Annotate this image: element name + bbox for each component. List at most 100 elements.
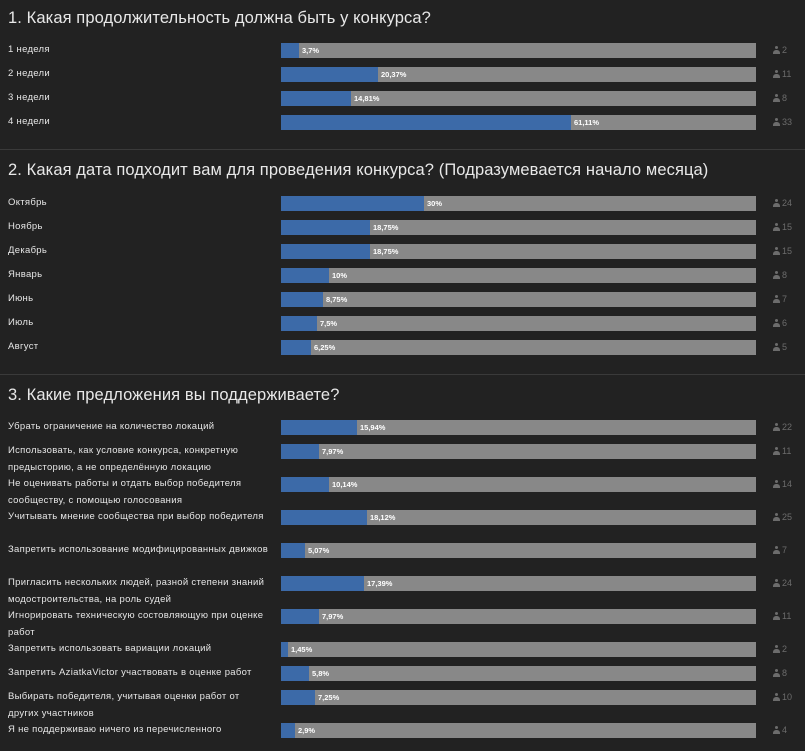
result-bar-fill [281,477,329,492]
vote-count[interactable]: 11 [773,66,791,82]
vote-count[interactable]: 22 [773,419,792,435]
option-label: Пригласить нескольких людей, разной степ… [8,577,265,605]
vote-count-value: 15 [782,246,793,256]
percent-label: 8,75% [326,295,348,304]
user-icon [773,546,780,554]
vote-count[interactable]: 2 [773,641,787,657]
percent-label: 2,9% [298,726,316,735]
result-bar-fill [281,220,370,235]
poll-question-3: 3. Какие предложения вы поддерживаете? Уб… [0,374,805,751]
percent-label: 61,11% [574,118,600,127]
result-bar: 18,12% [281,510,756,525]
result-bar-fill [281,609,319,624]
option-label: Июнь [8,293,34,304]
percent-label: 17,39% [367,579,393,588]
vote-count[interactable]: 33 [773,114,792,130]
vote-count-value: 10 [782,692,793,702]
percent-label: 3,7% [302,46,320,55]
vote-count-value: 24 [782,578,793,588]
poll-question-2: 2. Какая дата подходит вам для проведени… [0,149,805,374]
result-bar: 7,97% [281,609,756,624]
vote-count[interactable]: 11 [773,608,791,624]
user-icon [773,118,780,126]
poll-question-1: 1. Какая продолжительность должна быть у… [0,0,805,148]
question-title: 1. Какая продолжительность должна быть у… [8,9,431,27]
vote-count[interactable]: 14 [773,476,792,492]
option-label: Август [8,341,39,352]
vote-count[interactable]: 8 [773,267,787,283]
result-bar: 10% [281,268,756,283]
result-bar: 7,5% [281,316,756,331]
vote-count-value: 22 [782,422,793,432]
vote-count-value: 25 [782,512,793,522]
option-label: Ноябрь [8,221,43,232]
user-icon [773,319,780,327]
percent-label: 7,97% [322,447,344,456]
result-bar: 6,25% [281,340,756,355]
option-label: 4 недели [8,116,51,127]
option-label: 1 неделя [8,44,50,55]
option-label: Запретить использование модифицированных… [8,544,269,555]
vote-count-value: 11 [782,446,792,456]
percent-label: 5,8% [312,669,330,678]
result-bar: 7,25% [281,690,756,705]
vote-count[interactable]: 5 [773,339,787,355]
percent-label: 5,07% [308,546,330,555]
vote-count-value: 2 [782,45,788,55]
user-icon [773,295,780,303]
percent-label: 7,5% [320,319,338,328]
vote-count-value: 7 [782,545,788,555]
user-icon [773,343,780,351]
vote-count[interactable]: 8 [773,665,787,681]
vote-count[interactable]: 11 [773,443,791,459]
vote-count-value: 14 [782,479,793,489]
result-bar-fill [281,292,323,307]
vote-count-value: 11 [782,69,792,79]
result-bar-fill [281,420,357,435]
user-icon [773,513,780,521]
question-title: 2. Какая дата подходит вам для проведени… [8,161,709,179]
vote-count[interactable]: 7 [773,542,787,558]
vote-count[interactable]: 15 [773,243,792,259]
option-label: Запретить использовать вариации локаций [8,643,212,654]
vote-count[interactable]: 15 [773,219,792,235]
user-icon [773,447,780,455]
result-bar: 5,8% [281,666,756,681]
vote-count[interactable]: 8 [773,90,787,106]
vote-count[interactable]: 25 [773,509,792,525]
percent-label: 7,97% [322,612,344,621]
percent-label: 7,25% [318,693,340,702]
option-label: Убрать ограничение на количество локаций [8,421,215,432]
user-icon [773,199,780,207]
result-bar: 8,75% [281,292,756,307]
option-label: Не оценивать работы и отдать выбор побед… [8,478,242,506]
result-bar-fill [281,67,378,82]
result-bar-fill [281,268,329,283]
result-bar-fill [281,244,370,259]
result-bar-fill [281,666,309,681]
option-label: Использовать, как условие конкурса, конк… [8,445,239,473]
option-label: Октябрь [8,197,47,208]
vote-count[interactable]: 4 [773,722,787,738]
option-label: 2 недели [8,68,51,79]
vote-count[interactable]: 6 [773,315,787,331]
question-title: 3. Какие предложения вы поддерживаете? [8,386,340,404]
user-icon [773,669,780,677]
vote-count[interactable]: 24 [773,195,792,211]
vote-count[interactable]: 24 [773,575,792,591]
result-bar-fill [281,91,351,106]
option-label: Я не поддерживаю ничего из перечисленног… [8,724,222,735]
result-bar: 1,45% [281,642,756,657]
vote-count[interactable]: 7 [773,291,787,307]
result-bar: 5,07% [281,543,756,558]
vote-count[interactable]: 2 [773,42,787,58]
vote-count-value: 8 [782,93,788,103]
percent-label: 1,45% [291,645,313,654]
vote-count-value: 4 [782,725,788,735]
user-icon [773,726,780,734]
vote-count-value: 24 [782,198,793,208]
user-icon [773,46,780,54]
result-bar: 61,11% [281,115,756,130]
vote-count[interactable]: 10 [773,689,792,705]
user-icon [773,94,780,102]
